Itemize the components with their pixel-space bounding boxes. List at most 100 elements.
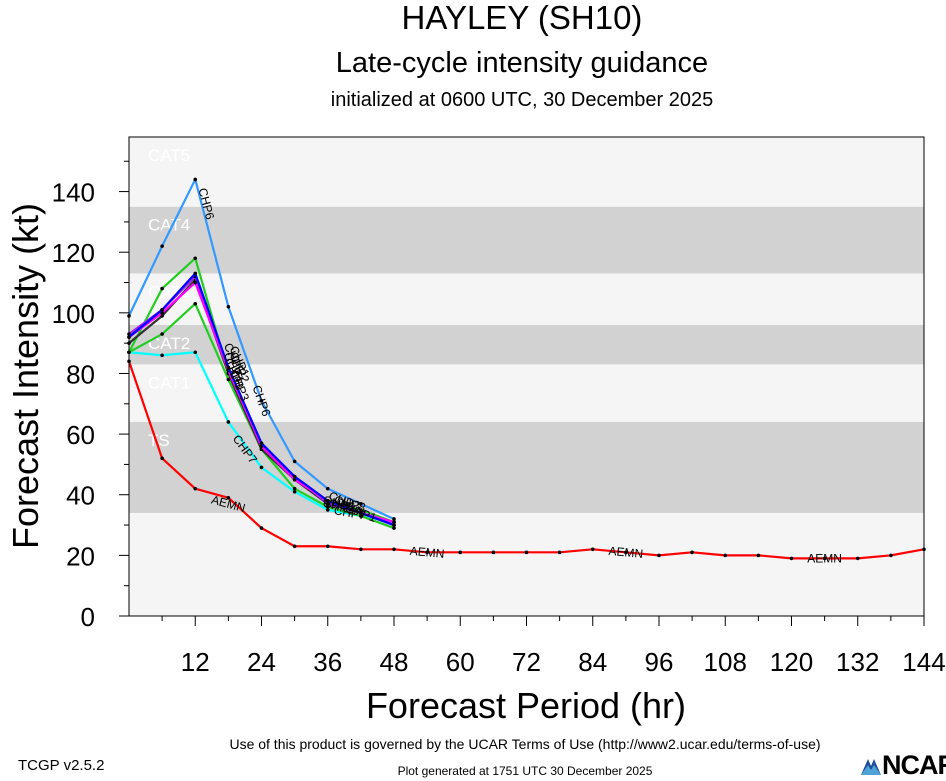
x-tick-label: 108: [704, 647, 747, 677]
data-point-chp6: [226, 304, 231, 309]
data-point-aemn: [160, 456, 164, 461]
band-cat1: [129, 364, 924, 422]
band-label-cat4: CAT4: [148, 216, 190, 235]
data-point-aemn: [822, 556, 827, 561]
band-label-cat5: CAT5: [148, 146, 190, 165]
data-point-aemn: [756, 553, 761, 558]
data-point-aemn: [292, 544, 297, 549]
data-point-chp2: [392, 520, 396, 524]
y-tick-label: 120: [52, 238, 95, 268]
data-point-chp7: [259, 465, 264, 470]
data-point-aemn: [855, 556, 860, 561]
data-point-aemn: [259, 526, 264, 530]
x-tick-label: 36: [313, 647, 342, 677]
data-point-chp5: [193, 256, 198, 261]
version-text: TCGP v2.5.2: [18, 757, 105, 774]
band-label-cat1: CAT1: [148, 373, 190, 392]
data-point-chp7: [292, 489, 297, 494]
data-point-aemn: [491, 550, 496, 555]
series-label-chp7: CHP7: [333, 503, 367, 523]
data-point-aemn: [193, 486, 198, 491]
data-point-chp6: [259, 398, 264, 403]
data-point-chp4: [160, 332, 164, 336]
y-tick-label: 80: [66, 359, 95, 389]
data-point-aemn: [690, 550, 694, 555]
band-cat3: [129, 273, 924, 325]
series-label-aemn: AEMN: [409, 544, 445, 561]
x-tick-label: 72: [512, 647, 541, 677]
x-tick-label: 144: [902, 647, 945, 677]
y-tick-label: 100: [52, 299, 95, 329]
data-point-chp8: [160, 314, 164, 318]
data-point-chp1: [193, 271, 198, 276]
x-tick-label: 84: [578, 647, 607, 677]
data-point-aemn: [557, 550, 562, 555]
data-point-chp4: [359, 514, 363, 518]
data-point-chp3: [325, 502, 330, 506]
data-point-chp7: [325, 508, 330, 512]
data-point-aemn: [889, 553, 893, 558]
ncar-logo: NCAR: [858, 750, 946, 780]
data-point-chp1: [325, 498, 330, 503]
data-point-aemn: [392, 547, 396, 552]
x-tick-label: 120: [770, 647, 813, 677]
band-cat5: [129, 137, 924, 207]
data-point-aemn: [657, 553, 661, 558]
data-point-chp1: [292, 474, 297, 479]
data-point-chp6: [160, 244, 164, 248]
x-tick-label: 60: [446, 647, 475, 677]
series-label-aemn: AEMN: [608, 544, 644, 561]
band-cat4: [129, 206, 924, 274]
y-tick-label: 40: [66, 481, 95, 511]
ncar-logo-icon: [861, 759, 881, 775]
data-point-chp4: [325, 505, 330, 509]
y-tick-label: 140: [52, 178, 95, 208]
data-point-aemn: [524, 550, 529, 555]
chart-subtitle: Late-cycle intensity guidance: [336, 47, 708, 79]
data-point-chp2: [193, 280, 198, 285]
data-point-chp6: [359, 502, 363, 506]
data-point-aemn: [590, 547, 595, 552]
data-point-chp1: [226, 365, 231, 370]
data-point-chp7: [160, 353, 164, 358]
data-point-aemn: [723, 553, 728, 558]
band-cat2: [129, 324, 924, 365]
chart-subtitle-init: initialized at 0600 UTC, 30 December 202…: [331, 89, 713, 111]
y-tick-label: 60: [66, 420, 95, 450]
data-point-chp1: [259, 441, 264, 445]
band-below-ts: [129, 512, 924, 616]
data-point-chp7: [193, 350, 198, 355]
data-point-aemn: [458, 550, 463, 555]
y-tick-label: 20: [66, 541, 95, 571]
data-point-chp6: [392, 517, 396, 521]
data-point-chp4: [392, 526, 396, 530]
data-point-chp4: [193, 301, 198, 306]
data-point-chp6: [325, 486, 330, 491]
data-point-chp1: [160, 308, 164, 312]
x-tick-label: 96: [645, 647, 674, 677]
data-point-aemn: [359, 547, 363, 552]
terms-of-use-text: Use of this product is governed by the U…: [229, 736, 821, 752]
data-point-aemn: [789, 556, 794, 561]
y-axis-label: Forecast Intensity (kt): [5, 203, 46, 549]
chart-title: HAYLEY (SH10): [402, 0, 643, 36]
data-point-chp4: [226, 377, 231, 382]
series-label-aemn: AEMN: [807, 551, 842, 565]
x-tick-label: 132: [836, 647, 879, 677]
data-point-chp6: [193, 177, 198, 182]
data-point-chp7: [226, 420, 231, 424]
band-ts: [129, 421, 924, 513]
band-label-cat2: CAT2: [148, 334, 190, 353]
data-point-chp4: [292, 486, 297, 491]
data-point-chp1: [392, 523, 396, 527]
data-point-chp5: [359, 508, 363, 512]
x-tick-label: 24: [247, 647, 276, 677]
data-point-aemn: [624, 550, 628, 555]
generated-time-text: Plot generated at 1751 UTC 30 December 2…: [397, 764, 653, 778]
data-point-aemn: [226, 495, 231, 500]
x-tick-label: 48: [380, 647, 409, 677]
data-point-chp6: [292, 459, 297, 464]
x-tick-label: 12: [181, 647, 210, 677]
data-point-aemn: [325, 544, 330, 549]
